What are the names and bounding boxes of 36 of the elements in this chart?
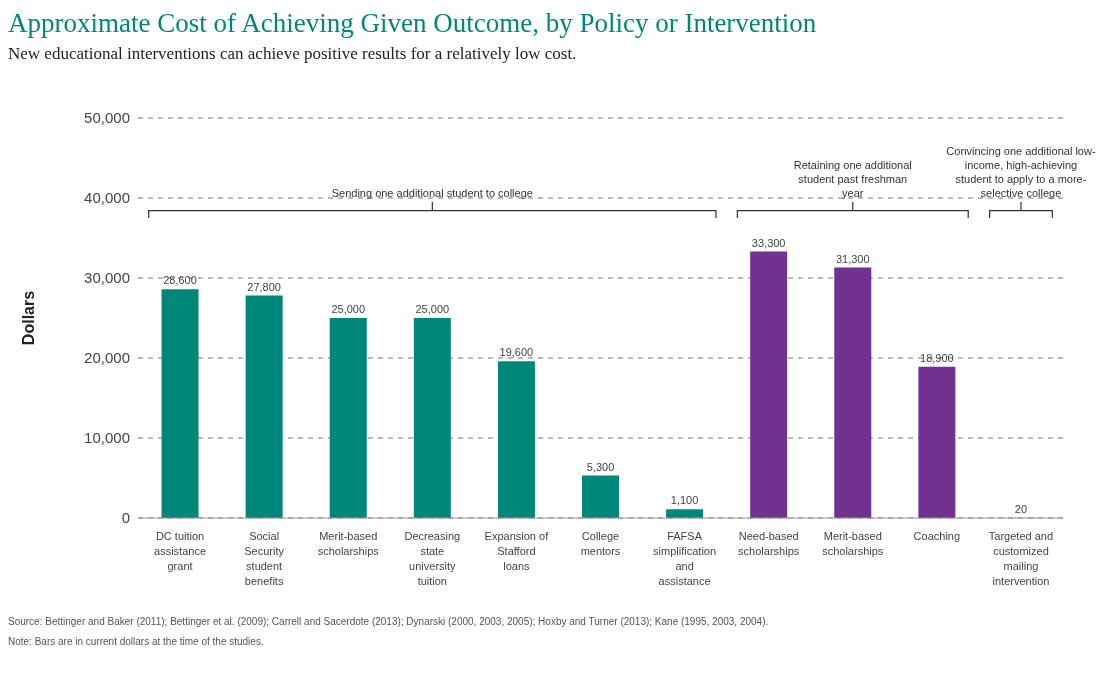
data-label: 33,300 <box>751 236 786 249</box>
data-label: 27,800 <box>247 280 281 293</box>
data-label: 28,600 <box>163 274 197 287</box>
data-label: 5,300 <box>586 460 615 473</box>
y-tick-label: 50,000 <box>84 109 130 127</box>
x-tick-label: Need-based scholarships <box>738 530 800 557</box>
data-label: 31,300 <box>835 252 870 265</box>
y-tick-label: 0 <box>121 509 130 527</box>
y-tick-label: 40,000 <box>84 189 130 207</box>
x-tick-label: Coaching <box>913 530 961 542</box>
y-tick-label: 10,000 <box>84 429 130 447</box>
data-label: 20 <box>1014 502 1028 515</box>
annotation: Retaining one additional student past freshman year <box>792 158 913 200</box>
data-label: 1,100 <box>670 494 699 507</box>
data-label: 19,600 <box>499 346 534 359</box>
x-tick-label: FAFSA simplification and assistance <box>653 530 717 587</box>
source-note: Source: Bettinger and Baker (2011); Bettinger et al. (2009); Carrell and Sacerdote (2013); Dynarski (2000, 2003, 2005); Hoxby and Turner (2013); Kane (1995, 2003, 2004). <box>8 616 769 627</box>
chart-title: Approximate Cost of Achieving Given Outcome, by Policy or Intervention <box>8 8 817 39</box>
data-label: 25,000 <box>331 303 366 315</box>
x-tick-label: Social Security student benefits <box>244 530 285 587</box>
x-tick-label: DC tuition assistance grant <box>154 530 207 572</box>
chart-subtitle: New educational interventions can achieve positive results for a relatively low cost. <box>8 44 577 64</box>
x-tick-label: Decreasing state university tuition <box>404 530 461 587</box>
x-tick-label: Targeted and customized mailing intervention <box>988 530 1054 587</box>
x-tick-label: Merit-based scholarships <box>822 530 884 557</box>
y-tick-label: 30,000 <box>84 269 130 287</box>
annotation: Sending one additional student to college <box>330 186 534 200</box>
annotation: Convincing one additional low-income, high-achieving student to apply to a more-selective college <box>945 144 1096 200</box>
y-axis-title: Dollars <box>19 290 37 346</box>
x-tick-label: Merit-based scholarships <box>317 530 380 557</box>
x-tick-label: College mentors <box>580 530 621 557</box>
x-tick-label: Expansion of Stafford loans <box>484 530 550 572</box>
data-label: 25,000 <box>415 303 450 315</box>
text: Note: Bars are in current dollars at the time of the studies. <box>8 636 264 647</box>
y-tick-label: 20,000 <box>84 349 130 367</box>
data-label: 18,900 <box>920 351 954 364</box>
